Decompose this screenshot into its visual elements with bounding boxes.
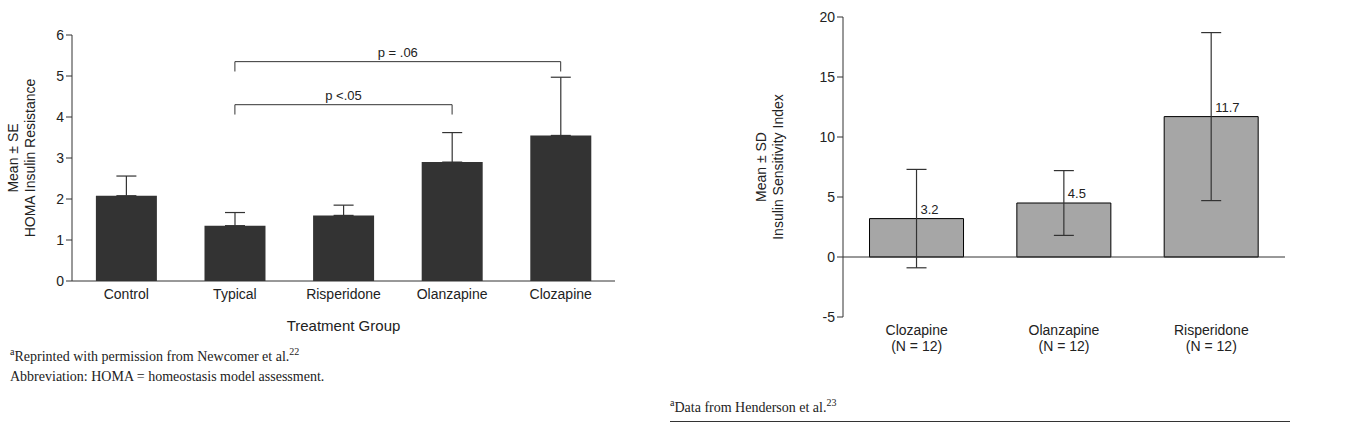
svg-text:Risperidone: Risperidone	[306, 286, 381, 302]
html-text:Mean ± SE HOMA Insulin Resista: Mean ± SE HOMA Insulin Resistance	[5, 78, 38, 238]
svg-text:Typical: Typical	[213, 286, 257, 302]
svg-text:-5: -5	[823, 309, 836, 325]
svg-text:4: 4	[56, 109, 64, 125]
svg-text:6: 6	[56, 27, 64, 43]
svg-text:Clozapine: Clozapine	[530, 286, 592, 302]
svg-text:5: 5	[56, 68, 64, 84]
svg-text:11.7: 11.7	[1215, 100, 1239, 115]
svg-text:Risperidone(N = 12): Risperidone(N = 12)	[1174, 322, 1249, 354]
svg-text:20: 20	[819, 9, 835, 25]
html-text:aData from Henderson et al.23: aData from Henderson et al.23	[670, 397, 837, 415]
svg-text:p = .06: p = .06	[378, 45, 418, 60]
svg-text:5: 5	[827, 189, 835, 205]
html-text:aReprinted with permission fro: aReprinted with permission from Newcomer…	[10, 346, 300, 364]
svg-text:0: 0	[827, 249, 835, 265]
svg-text:Treatment Group: Treatment Group	[287, 317, 401, 334]
svg-text:4.5: 4.5	[1068, 186, 1086, 201]
svg-text:Olanzapine(N = 12): Olanzapine(N = 12)	[1029, 322, 1100, 354]
html-text:Abbreviation: HOMA = homeostas: Abbreviation: HOMA = homeostasis model a…	[10, 368, 325, 384]
svg-text:10: 10	[819, 129, 835, 145]
svg-text:3.2: 3.2	[921, 202, 939, 217]
svg-text:Olanzapine: Olanzapine	[417, 286, 488, 302]
html-text:Mean ± SD Insulin Sensitivity: Mean ± SD Insulin Sensitivity Index	[753, 94, 786, 240]
svg-text:2: 2	[56, 191, 64, 207]
svg-text:15: 15	[819, 69, 835, 85]
svg-text:1: 1	[56, 232, 64, 248]
svg-text:Control: Control	[104, 286, 149, 302]
svg-text:p <.05: p <.05	[325, 88, 362, 103]
svg-text:3: 3	[56, 150, 64, 166]
svg-text:Clozapine(N = 12): Clozapine(N = 12)	[886, 322, 948, 354]
svg-text:0: 0	[56, 273, 64, 289]
